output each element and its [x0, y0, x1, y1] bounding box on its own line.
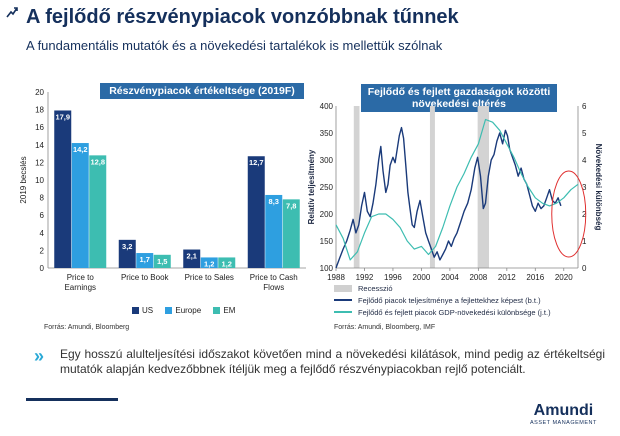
y-tick-label: 8	[40, 194, 45, 203]
bar-em	[153, 254, 171, 268]
bar-data-label: 3,2	[122, 242, 132, 251]
y-axis-label: 2019 becslés	[19, 156, 28, 203]
page-title: A fejlődő részvénypiacok vonzóbbnak tűnn…	[26, 6, 459, 28]
right-chart-source: Forrás: Amundi, Bloomberg, IMF	[334, 324, 436, 331]
x-tick-label: Price to Sales	[185, 273, 234, 282]
legend-label-gdp-gap: Fejlődő és fejlett piacok GDP-növekedési…	[358, 308, 551, 317]
bar-europe	[71, 143, 89, 268]
y-tick-label: 10	[35, 176, 44, 185]
legend-swatch-europe	[165, 307, 173, 314]
summary-paragraph: Egy hosszú alulteljesítési időszakot köv…	[60, 347, 605, 376]
legend-swatch-recession	[334, 285, 352, 292]
bar-data-label: 1,2	[204, 259, 214, 268]
legend-label-us: US	[142, 306, 154, 315]
bar-em	[218, 257, 236, 268]
left-chart-title: Részvénypiacok értékeltsége (2019F)	[100, 83, 304, 99]
bar-us	[54, 110, 72, 268]
bar-data-label: 1,2	[222, 259, 232, 268]
legend-label-europe: Europe	[175, 306, 202, 315]
x-tick-label: Price to	[67, 273, 95, 282]
legend-swatch-gdp-gap	[334, 311, 352, 313]
right-chart-title: Fejlődő és fejlett gazdaságok közötti nö…	[361, 84, 557, 112]
bar-data-label: 2,1	[187, 252, 197, 261]
left-chart-source: Forrás: Amundi, Bloomberg	[44, 324, 130, 331]
y-tick-label: 0	[40, 264, 45, 273]
bar-data-label: 1,5	[157, 257, 167, 266]
y-tick-label: 16	[35, 123, 44, 132]
bar-europe	[265, 194, 283, 268]
bar-data-label: 14,2	[73, 145, 88, 154]
x-tick-label: Earnings	[64, 283, 96, 292]
bar-em	[282, 199, 300, 268]
x-tick-label: Flows	[263, 283, 284, 292]
corner-decoration-icon	[4, 4, 20, 20]
legend-swatch-em-performance	[334, 299, 352, 301]
bar-data-label: 7,8	[286, 201, 296, 210]
bar-us	[118, 239, 136, 268]
legend-swatch-us	[132, 307, 139, 314]
y-tick-label: 12	[35, 158, 44, 167]
page-subtitle: A fundamentális mutatók és a növekedési …	[26, 38, 443, 53]
bar-europe	[136, 253, 154, 268]
bar-data-label: 8,3	[269, 197, 279, 206]
y-tick-label: 6	[40, 211, 45, 220]
y-tick-label: 2	[40, 246, 45, 255]
legend-label-em: EM	[223, 306, 236, 315]
y-tick-label: 14	[35, 141, 44, 150]
bar-data-label: 12,7	[249, 158, 264, 167]
bar-us	[247, 156, 265, 268]
y-tick-label: 20	[35, 88, 44, 97]
bar-data-label: 12,8	[90, 157, 105, 166]
y-tick-label: 4	[40, 229, 45, 238]
legend-label-recession: Recesszió	[358, 284, 393, 293]
right-chart-legend: Recesszió Fejlődő piacok teljesítménye a…	[334, 283, 551, 319]
left-chart-legend: US Europe EM	[122, 306, 235, 315]
x-tick-label: Price to Cash	[250, 273, 298, 282]
bar-data-label: 1,7	[140, 255, 150, 264]
bar-data-label: 17,9	[55, 112, 70, 121]
x-tick-label: Price to Book	[121, 273, 170, 282]
chevron-right-icon: »	[34, 346, 45, 366]
logo-tagline: ASSET MANAGEMENT	[530, 420, 597, 426]
bar-em	[89, 155, 107, 268]
logo-wordmark: Amundi	[533, 402, 594, 419]
legend-label-em-performance: Fejlődő piacok teljesítménye a fejlettek…	[358, 296, 541, 305]
bar-us	[183, 249, 201, 268]
legend-swatch-em	[213, 307, 221, 314]
y-tick-label: 18	[35, 106, 44, 115]
amundi-logo: Amundi ASSET MANAGEMENT	[530, 402, 597, 426]
bar-europe	[200, 257, 218, 268]
footer-divider	[26, 398, 118, 401]
